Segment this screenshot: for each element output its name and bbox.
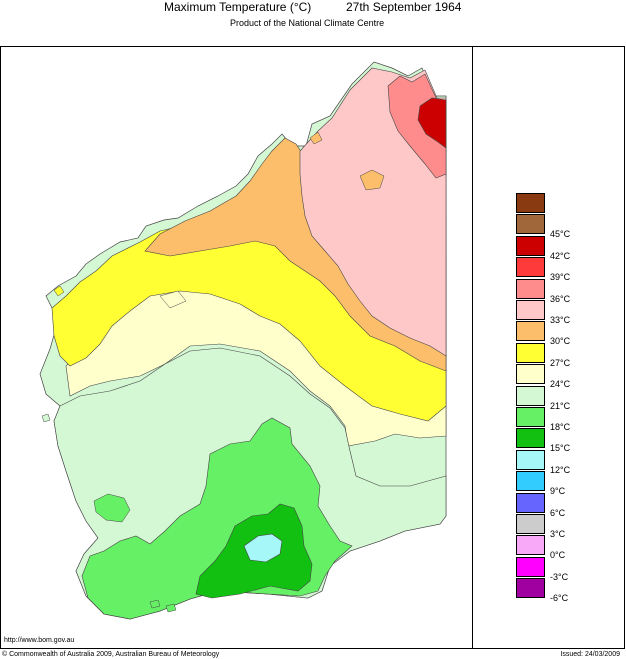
map-title: Maximum Temperature (°C) xyxy=(164,0,312,14)
legend-label: 15°C xyxy=(550,443,571,454)
zone-39-42 xyxy=(417,97,447,149)
legend-swatch xyxy=(516,300,545,320)
legend-swatch xyxy=(516,492,545,513)
legend-swatch xyxy=(516,321,545,342)
island-4 xyxy=(53,285,65,297)
map-date: 27th September 1964 xyxy=(346,0,462,14)
legend-label: 45°C xyxy=(550,229,571,240)
legend-swatch xyxy=(516,214,545,235)
legend-swatch xyxy=(516,257,545,278)
zone-30-33-island xyxy=(359,169,385,191)
legend-label: 3°C xyxy=(550,529,566,539)
footer-issued: Issued: 24/03/2009 xyxy=(560,651,620,658)
legend-swatch xyxy=(516,278,545,299)
island-3 xyxy=(165,603,177,613)
legend-label: -3°C xyxy=(550,571,569,582)
legend-swatch xyxy=(516,471,545,492)
legend-swatch xyxy=(516,385,545,406)
legend-swatch xyxy=(516,449,545,470)
legend-label: 39°C xyxy=(550,272,571,283)
legend-swatch xyxy=(516,407,545,427)
footer-copyright: © Commonwealth of Australia 2009, Austra… xyxy=(2,651,220,658)
legend-label: -6°C xyxy=(550,593,569,604)
island-1 xyxy=(41,413,51,423)
legend-label: 12°C xyxy=(550,464,571,475)
legend-label: 24°C xyxy=(550,379,571,390)
island-6 xyxy=(159,290,187,309)
legend-label: 30°C xyxy=(550,336,571,347)
legend-swatch xyxy=(516,342,545,363)
legend-label: 6°C xyxy=(550,507,566,518)
island-2 xyxy=(149,599,161,609)
zone-15-18-island xyxy=(93,493,131,523)
zone-9-12 xyxy=(243,533,283,563)
legend-swatch xyxy=(516,428,545,449)
legend-label: 18°C xyxy=(550,422,571,432)
island-5 xyxy=(309,131,323,145)
map-frame xyxy=(0,46,625,649)
legend-label: 21°C xyxy=(550,400,571,411)
legend-label: 0°C xyxy=(550,550,566,561)
legend-swatch xyxy=(516,556,545,577)
legend-label: 27°C xyxy=(550,357,571,368)
legend-swatch xyxy=(516,514,545,534)
legend-label: 9°C xyxy=(550,486,566,497)
legend-divider xyxy=(472,46,473,649)
temperature-map xyxy=(39,61,447,620)
legend-swatch xyxy=(516,364,545,385)
legend-swatch xyxy=(516,193,545,213)
legend-label: 33°C xyxy=(550,315,571,325)
legend-swatch xyxy=(516,235,545,256)
legend-swatch xyxy=(516,578,545,599)
footer-url: http://www.bom.gov.au xyxy=(4,637,75,644)
legend-label: 42°C xyxy=(550,250,571,261)
legend-label: 36°C xyxy=(550,293,571,304)
legend-swatch xyxy=(516,535,545,556)
title-row: Maximum Temperature (°C) 27th September … xyxy=(164,0,584,14)
map-subtitle: Product of the National Climate Centre xyxy=(230,18,385,28)
